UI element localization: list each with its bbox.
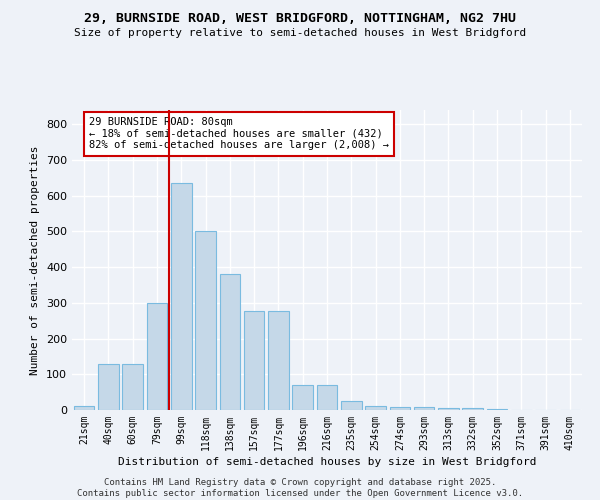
Text: 29 BURNSIDE ROAD: 80sqm
← 18% of semi-detached houses are smaller (432)
82% of s: 29 BURNSIDE ROAD: 80sqm ← 18% of semi-de…	[89, 117, 389, 150]
Bar	[317, 385, 337, 410]
Bar	[292, 385, 313, 410]
Bar	[414, 407, 434, 410]
Bar	[389, 407, 410, 410]
Bar	[195, 232, 216, 410]
Bar	[341, 401, 362, 410]
Bar	[74, 406, 94, 410]
Bar	[171, 183, 191, 410]
Bar	[268, 310, 289, 410]
Bar	[365, 406, 386, 410]
Text: Contains HM Land Registry data © Crown copyright and database right 2025.
Contai: Contains HM Land Registry data © Crown c…	[77, 478, 523, 498]
Bar	[244, 310, 265, 410]
X-axis label: Distribution of semi-detached houses by size in West Bridgford: Distribution of semi-detached houses by …	[118, 457, 536, 467]
Text: 29, BURNSIDE ROAD, WEST BRIDGFORD, NOTTINGHAM, NG2 7HU: 29, BURNSIDE ROAD, WEST BRIDGFORD, NOTTI…	[84, 12, 516, 26]
Text: Size of property relative to semi-detached houses in West Bridgford: Size of property relative to semi-detach…	[74, 28, 526, 38]
Bar	[220, 274, 240, 410]
Y-axis label: Number of semi-detached properties: Number of semi-detached properties	[31, 145, 40, 375]
Bar	[146, 303, 167, 410]
Bar	[98, 364, 119, 410]
Bar	[122, 364, 143, 410]
Bar	[463, 408, 483, 410]
Bar	[438, 408, 459, 410]
